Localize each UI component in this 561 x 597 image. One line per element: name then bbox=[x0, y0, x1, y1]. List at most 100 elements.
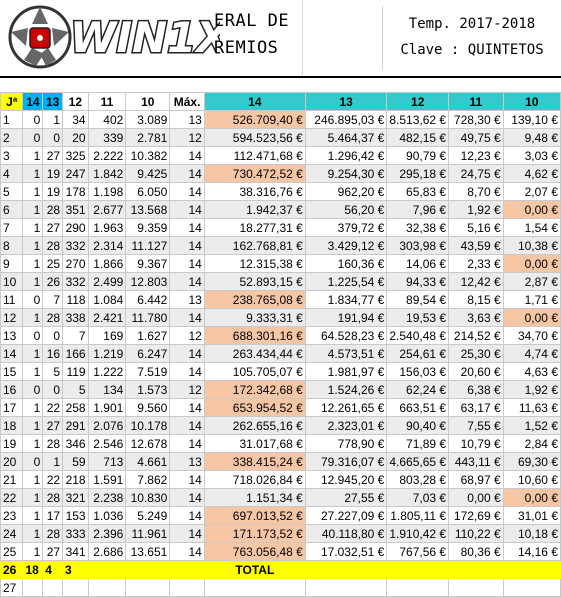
cell-max[interactable]: 12 bbox=[169, 128, 205, 147]
cell-prize-13[interactable]: 64.528,23 € bbox=[304, 326, 388, 345]
cell-hits-14[interactable]: 0 bbox=[22, 380, 44, 399]
cell-prize-12[interactable]: 803,28 € bbox=[386, 470, 450, 489]
cell-jornada[interactable]: 1 bbox=[0, 110, 24, 129]
empty-cell[interactable] bbox=[42, 578, 64, 597]
empty-cell[interactable] bbox=[22, 578, 44, 597]
total-empty-cell[interactable] bbox=[386, 560, 450, 579]
cell-hits-12[interactable]: 7 bbox=[62, 326, 89, 345]
cell-hits-12[interactable]: 346 bbox=[62, 434, 89, 453]
cell-prize-13[interactable]: 3.429,12 € bbox=[304, 236, 388, 255]
header-hits-10[interactable]: 10 bbox=[125, 92, 171, 111]
cell-max[interactable]: 13 bbox=[169, 452, 205, 471]
total-empty-cell[interactable] bbox=[502, 560, 561, 579]
cell-hits-14[interactable]: 1 bbox=[22, 398, 44, 417]
cell-jornada[interactable]: 14 bbox=[0, 344, 24, 363]
cell-hits-14[interactable]: 1 bbox=[22, 308, 44, 327]
cell-prize-11[interactable]: 443,11 € bbox=[448, 452, 504, 471]
cell-hits-14[interactable]: 0 bbox=[22, 290, 44, 309]
cell-hits-10[interactable]: 9.367 bbox=[125, 254, 171, 273]
cell-hits-14[interactable]: 1 bbox=[22, 218, 44, 237]
cell-hits-14[interactable]: 1 bbox=[22, 470, 44, 489]
cell-hits-10[interactable]: 11.780 bbox=[125, 308, 171, 327]
cell-hits-10[interactable]: 5.249 bbox=[125, 506, 171, 525]
cell-max[interactable]: 14 bbox=[169, 524, 205, 543]
cell-hits-12[interactable]: 338 bbox=[62, 308, 89, 327]
cell-hits-12[interactable]: 218 bbox=[62, 470, 89, 489]
total-empty-cell[interactable] bbox=[448, 560, 504, 579]
cell-hits-13[interactable]: 5 bbox=[42, 362, 64, 381]
cell-jornada[interactable]: 3 bbox=[0, 146, 24, 165]
cell-hits-10[interactable]: 11.961 bbox=[125, 524, 171, 543]
cell-jornada[interactable]: 2 bbox=[0, 128, 24, 147]
cell-max[interactable]: 14 bbox=[169, 272, 205, 291]
cell-prize-12[interactable]: 94,33 € bbox=[386, 272, 450, 291]
cell-hits-12[interactable]: 321 bbox=[62, 488, 89, 507]
cell-hits-10[interactable]: 12.803 bbox=[125, 272, 171, 291]
cell-prize-10[interactable]: 31,01 € bbox=[502, 506, 561, 525]
cell-hits-11[interactable]: 169 bbox=[87, 326, 127, 345]
cell-hits-12[interactable]: 20 bbox=[62, 128, 89, 147]
cell-max[interactable]: 13 bbox=[169, 290, 205, 309]
cell-hits-10[interactable]: 9.359 bbox=[125, 218, 171, 237]
cell-jornada[interactable]: 21 bbox=[0, 470, 24, 489]
cell-prize-11[interactable]: 12,23 € bbox=[448, 146, 504, 165]
cell-max[interactable]: 14 bbox=[169, 200, 205, 219]
cell-hits-10[interactable]: 9.425 bbox=[125, 164, 171, 183]
cell-jornada[interactable]: 4 bbox=[0, 164, 24, 183]
cell-max[interactable]: 14 bbox=[169, 434, 205, 453]
cell-hits-14[interactable]: 1 bbox=[22, 344, 44, 363]
cell-prize-11[interactable]: 110,22 € bbox=[448, 524, 504, 543]
cell-prize-11[interactable]: 728,30 € bbox=[448, 110, 504, 129]
cell-hits-13[interactable]: 0 bbox=[42, 128, 64, 147]
cell-hits-13[interactable]: 28 bbox=[42, 200, 64, 219]
cell-max[interactable]: 14 bbox=[169, 488, 205, 507]
cell-prize-13[interactable]: 1.524,26 € bbox=[304, 380, 388, 399]
cell-hits-13[interactable]: 27 bbox=[42, 146, 64, 165]
cell-hits-10[interactable]: 11.127 bbox=[125, 236, 171, 255]
cell-prize-14[interactable]: 172.342,68 € bbox=[203, 380, 306, 399]
cell-hits-12[interactable]: 351 bbox=[62, 200, 89, 219]
cell-prize-11[interactable]: 172,69 € bbox=[448, 506, 504, 525]
cell-prize-14[interactable]: 1.942,37 € bbox=[203, 200, 306, 219]
cell-prize-14[interactable]: 718.026,84 € bbox=[203, 470, 306, 489]
header-prize-11[interactable]: 11 bbox=[448, 92, 504, 111]
cell-prize-13[interactable]: 4.573,51 € bbox=[304, 344, 388, 363]
cell-hits-14[interactable]: 1 bbox=[22, 164, 44, 183]
cell-jornada[interactable]: 12 bbox=[0, 308, 24, 327]
cell-prize-13[interactable]: 17.032,51 € bbox=[304, 542, 388, 561]
cell-prize-12[interactable]: 71,89 € bbox=[386, 434, 450, 453]
cell-hits-13[interactable]: 28 bbox=[42, 308, 64, 327]
cell-hits-11[interactable]: 1.842 bbox=[87, 164, 127, 183]
cell-hits-14[interactable]: 1 bbox=[22, 542, 44, 561]
cell-prize-11[interactable]: 10,79 € bbox=[448, 434, 504, 453]
cell-hits-10[interactable]: 4.661 bbox=[125, 452, 171, 471]
cell-max[interactable]: 14 bbox=[169, 308, 205, 327]
cell-hits-11[interactable]: 1.591 bbox=[87, 470, 127, 489]
cell-prize-12[interactable]: 295,18 € bbox=[386, 164, 450, 183]
cell-prize-13[interactable]: 962,20 € bbox=[304, 182, 388, 201]
total-jornada[interactable]: 26 bbox=[0, 560, 24, 579]
cell-hits-11[interactable]: 2.222 bbox=[87, 146, 127, 165]
cell-prize-14[interactable]: 1.151,34 € bbox=[203, 488, 306, 507]
cell-prize-10[interactable]: 139,10 € bbox=[502, 110, 561, 129]
cell-prize-14[interactable]: 105.705,07 € bbox=[203, 362, 306, 381]
cell-jornada[interactable]: 24 bbox=[0, 524, 24, 543]
cell-prize-10[interactable]: 1,71 € bbox=[502, 290, 561, 309]
cell-hits-12[interactable]: 291 bbox=[62, 416, 89, 435]
cell-hits-11[interactable]: 1.084 bbox=[87, 290, 127, 309]
cell-hits-10[interactable]: 13.568 bbox=[125, 200, 171, 219]
cell-hits-14[interactable]: 1 bbox=[22, 254, 44, 273]
cell-prize-11[interactable]: 5,16 € bbox=[448, 218, 504, 237]
cell-prize-11[interactable]: 214,52 € bbox=[448, 326, 504, 345]
cell-prize-11[interactable]: 20,60 € bbox=[448, 362, 504, 381]
cell-hits-13[interactable]: 7 bbox=[42, 290, 64, 309]
empty-cell[interactable] bbox=[169, 578, 205, 597]
cell-hits-11[interactable]: 1.866 bbox=[87, 254, 127, 273]
cell-hits-11[interactable]: 2.396 bbox=[87, 524, 127, 543]
cell-prize-11[interactable]: 63,17 € bbox=[448, 398, 504, 417]
cell-prize-12[interactable]: 62,24 € bbox=[386, 380, 450, 399]
cell-hits-14[interactable]: 1 bbox=[22, 524, 44, 543]
cell-hits-12[interactable]: 119 bbox=[62, 362, 89, 381]
cell-prize-12[interactable]: 156,03 € bbox=[386, 362, 450, 381]
cell-prize-14[interactable]: 730.472,52 € bbox=[203, 164, 306, 183]
